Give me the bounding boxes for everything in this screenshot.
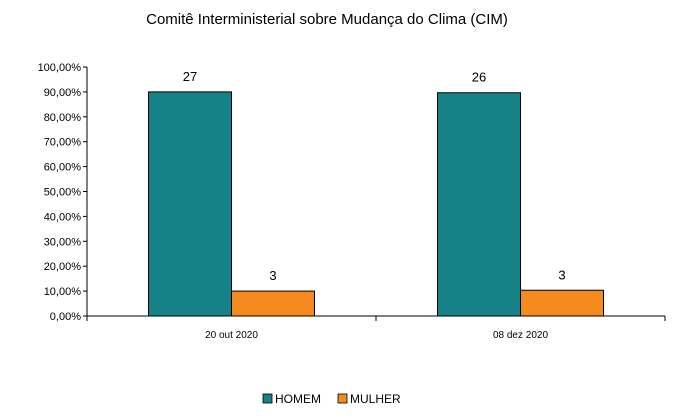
y-tick-label: 90,00% xyxy=(44,87,82,99)
data-label: 3 xyxy=(269,268,276,283)
y-tick-label: 50,00% xyxy=(44,187,82,199)
data-label: 27 xyxy=(183,69,197,84)
bar-homem-0 xyxy=(148,91,232,317)
y-tick-label: 80,00% xyxy=(44,112,82,124)
chart-title: Comitê Interministerial sobre Mudança do… xyxy=(146,11,508,28)
legend-label: MULHER xyxy=(350,392,401,406)
bar-homem-1 xyxy=(437,92,521,317)
bars xyxy=(148,91,604,317)
y-tick-label: 100,00% xyxy=(38,62,82,74)
data-label: 3 xyxy=(558,267,565,282)
y-axis: 0,00% 10,00% 20,00% 30,00% 40,00% 50,00% 60,00… xyxy=(38,62,88,323)
x-axis: 20 out 2020 08 dez 2020 xyxy=(86,315,666,341)
legend-label: HOMEM xyxy=(275,392,321,406)
y-tick-label: 20,00% xyxy=(44,261,82,273)
data-labels: 27 26 3 3 xyxy=(183,69,566,283)
y-tick-label: 0,00% xyxy=(50,311,81,323)
y-tick-label: 40,00% xyxy=(44,211,82,223)
legend-swatch-mulher xyxy=(337,393,348,404)
x-tick-label: 08 dez 2020 xyxy=(493,330,548,341)
y-tick-label: 10,00% xyxy=(44,286,82,298)
bar-mulher-1 xyxy=(520,289,604,317)
bar-mulher-0 xyxy=(231,290,315,317)
y-tick-label: 70,00% xyxy=(44,137,82,149)
data-label: 26 xyxy=(472,70,486,85)
x-tick-label: 20 out 2020 xyxy=(205,330,258,341)
legend: HOMEM MULHER xyxy=(262,392,401,406)
y-tick-label: 30,00% xyxy=(44,236,82,248)
y-tick-label: 60,00% xyxy=(44,162,82,174)
legend-swatch-homem xyxy=(262,393,273,404)
